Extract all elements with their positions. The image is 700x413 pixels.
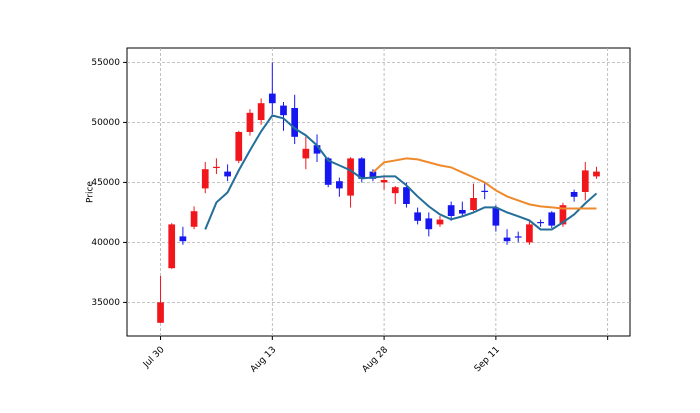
y-axis-label: Price <box>86 181 96 203</box>
candle-body <box>425 218 433 230</box>
y-tick-label: 35000 <box>91 298 120 308</box>
candle-body <box>414 212 421 221</box>
plot-frame <box>126 47 631 337</box>
y-tick-label: 55000 <box>91 58 120 68</box>
candle-body <box>224 171 231 177</box>
candle-body <box>470 198 477 210</box>
candle-body <box>570 192 578 197</box>
candle-body <box>403 187 410 204</box>
candle-body <box>447 205 455 216</box>
candle-body <box>347 158 354 196</box>
y-tick-label: 50000 <box>91 118 120 128</box>
candle-body <box>436 219 444 225</box>
candle-body <box>190 211 198 227</box>
candle-body <box>302 148 310 159</box>
x-tick-label: Jul 30 <box>141 345 167 371</box>
candle-body <box>257 103 265 120</box>
candle-body <box>548 212 556 226</box>
x-tick-label: Aug 28 <box>361 345 391 375</box>
candle-body <box>168 224 176 269</box>
candle-body <box>458 210 466 214</box>
candle-body <box>537 222 544 224</box>
x-tick-label: Sep 11 <box>473 345 502 374</box>
candle-body <box>380 180 388 183</box>
candle-body <box>581 170 589 192</box>
candle-body <box>492 207 500 226</box>
candle-body <box>503 237 511 242</box>
candle-body <box>358 158 366 179</box>
candle-body <box>291 108 299 137</box>
candle-body <box>324 158 332 185</box>
candle-body <box>391 187 399 194</box>
candle-body <box>213 166 220 168</box>
candle-body <box>481 190 489 192</box>
x-tick-label: Aug 13 <box>249 345 279 375</box>
candle-body <box>280 105 287 116</box>
candle-body <box>201 169 209 189</box>
moving-average-line <box>372 157 597 210</box>
candle-body <box>246 112 254 132</box>
candle-body <box>593 171 600 177</box>
candle-body <box>336 181 343 189</box>
candle-body <box>514 236 522 238</box>
candle-body <box>157 302 164 323</box>
candle-body <box>313 145 321 154</box>
moving-average-line <box>204 114 598 231</box>
candle-body <box>559 205 567 225</box>
candle-body <box>179 236 187 242</box>
candle-body <box>369 171 377 179</box>
candle-body <box>235 132 243 161</box>
y-tick-label: 45000 <box>91 178 120 188</box>
y-tick-label: 40000 <box>91 238 120 248</box>
candle-body <box>526 224 533 243</box>
candle-body <box>268 93 276 104</box>
grid <box>127 48 630 336</box>
